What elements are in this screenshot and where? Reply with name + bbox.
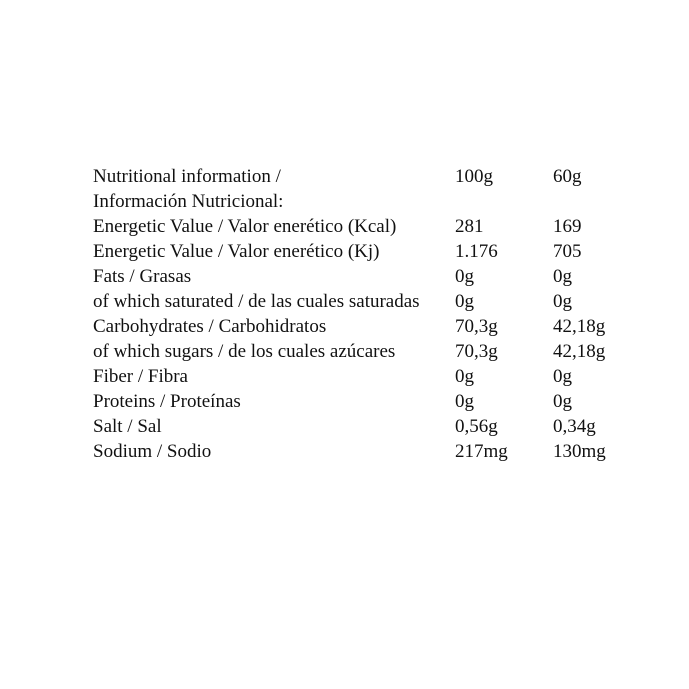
value-per-100g: 70,3g — [455, 341, 498, 362]
value-per-100g: 0,56g — [455, 416, 498, 437]
value-per-60g: 0g — [553, 291, 572, 312]
table-title: Nutritional information / Información Nu… — [93, 164, 455, 214]
nutrient-label: Energetic Value / Valor enerético (Kj) — [93, 241, 380, 262]
value-per-60g: 42,18g — [553, 341, 606, 362]
table-row-sugars: of which sugars / de los cuales azúcares… — [93, 339, 663, 364]
column-header-100g: 100g — [455, 166, 493, 187]
value-per-100g: 1.176 — [455, 241, 498, 262]
nutrient-label: Fats / Grasas — [93, 266, 192, 287]
table-title-line2: Información Nutricional: — [93, 191, 284, 212]
nutrient-label: Carbohydrates / Carbohidratos — [93, 316, 327, 337]
nutrient-label: Fiber / Fibra — [93, 366, 188, 387]
table-row-carbohydrates: Carbohydrates / Carbohidratos 70,3g 42,1… — [93, 314, 663, 339]
nutrient-label: of which saturated / de las cuales satur… — [93, 291, 420, 312]
value-per-100g: 281 — [455, 216, 484, 237]
nutrient-label: Energetic Value / Valor enerético (Kcal) — [93, 216, 397, 237]
value-per-60g: 42,18g — [553, 316, 606, 337]
nutrient-label: Sodium / Sodio — [93, 441, 212, 462]
table-header-row: Nutritional information / Información Nu… — [93, 164, 663, 214]
nutrient-label: Proteins / Proteínas — [93, 391, 241, 412]
table-row-energetic-kj: Energetic Value / Valor enerético (Kj) 1… — [93, 239, 663, 264]
nutrition-table: Nutritional information / Información Nu… — [93, 164, 663, 464]
value-per-100g: 217mg — [455, 441, 508, 462]
value-per-60g: 130mg — [553, 441, 606, 462]
nutrient-label: of which sugars / de los cuales azúcares — [93, 341, 396, 362]
table-row-fats: Fats / Grasas 0g 0g — [93, 264, 663, 289]
value-per-100g: 70,3g — [455, 316, 498, 337]
value-per-60g: 0g — [553, 391, 572, 412]
value-per-100g: 0g — [455, 366, 474, 387]
table-row-fiber: Fiber / Fibra 0g 0g — [93, 364, 663, 389]
table-row-sodium: Sodium / Sodio 217mg 130mg — [93, 439, 663, 464]
value-per-60g: 0g — [553, 266, 572, 287]
column-header-60g: 60g — [553, 166, 582, 187]
value-per-60g: 0,34g — [553, 416, 596, 437]
value-per-100g: 0g — [455, 291, 474, 312]
table-row-energetic-kcal: Energetic Value / Valor enerético (Kcal)… — [93, 214, 663, 239]
table-row-proteins: Proteins / Proteínas 0g 0g — [93, 389, 663, 414]
value-per-60g: 705 — [553, 241, 582, 262]
table-row-saturated: of which saturated / de las cuales satur… — [93, 289, 663, 314]
value-per-60g: 0g — [553, 366, 572, 387]
value-per-60g: 169 — [553, 216, 582, 237]
table-row-salt: Salt / Sal 0,56g 0,34g — [93, 414, 663, 439]
value-per-100g: 0g — [455, 266, 474, 287]
table-title-line1: Nutritional information / — [93, 166, 281, 187]
nutrient-label: Salt / Sal — [93, 416, 162, 437]
value-per-100g: 0g — [455, 391, 474, 412]
